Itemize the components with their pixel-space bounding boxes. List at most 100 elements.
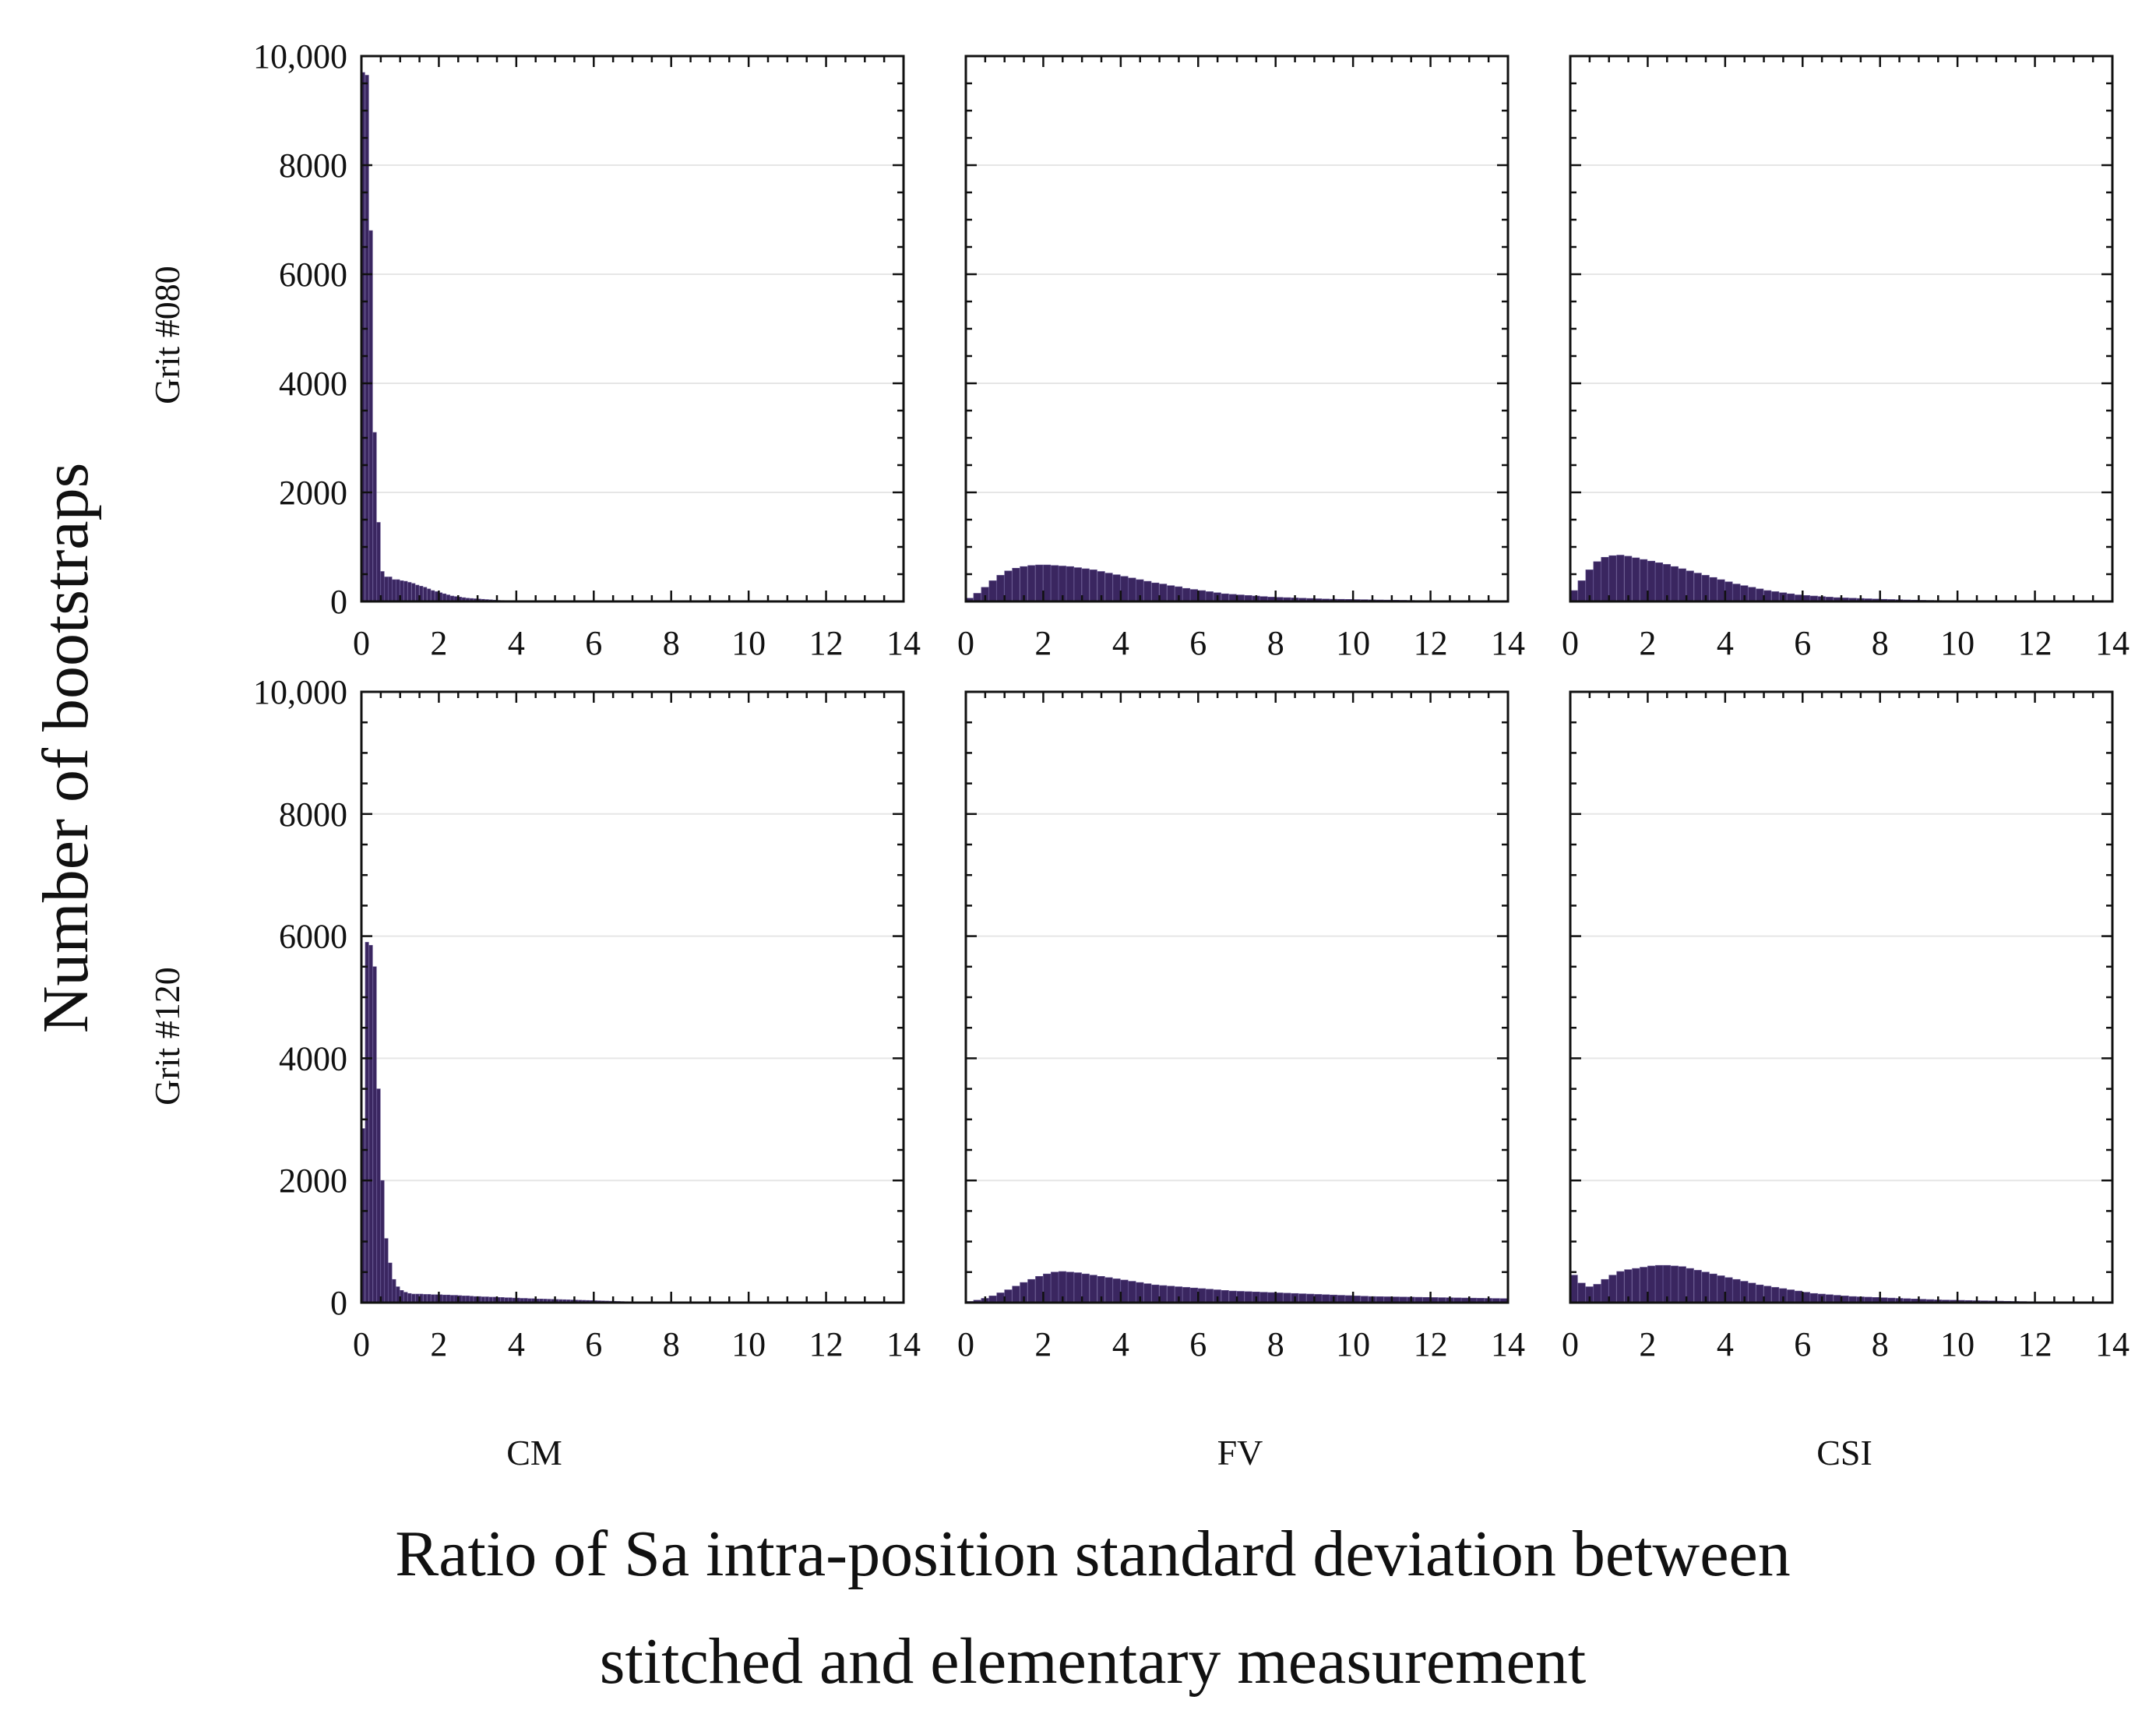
col-label-csi: CSI <box>1816 1433 1872 1472</box>
histogram-bar <box>1066 566 1074 602</box>
x-tick-label: 4 <box>1717 624 1734 662</box>
histogram-bar <box>1298 1293 1307 1303</box>
x-tick-label: 14 <box>886 1325 921 1363</box>
histogram-bar <box>1151 1284 1160 1303</box>
histogram-bar <box>1601 1278 1609 1303</box>
x-tick-label: 4 <box>1717 1325 1734 1363</box>
histogram-bar <box>1035 1275 1044 1303</box>
histogram-bar <box>1244 1291 1252 1303</box>
x-tick-label: 8 <box>663 624 680 662</box>
histogram-bar <box>1678 1266 1686 1303</box>
histogram-bar <box>1577 1282 1586 1303</box>
x-tick-label: 14 <box>886 624 921 662</box>
histogram-bar <box>1825 1294 1834 1303</box>
histogram-bar <box>1647 560 1656 602</box>
histogram-bar <box>1073 1272 1082 1303</box>
histogram-bar <box>1717 579 1725 602</box>
histogram-bar <box>1670 1265 1679 1303</box>
histogram-bar <box>1089 1275 1097 1303</box>
histogram-bar <box>1128 577 1136 602</box>
histogram-bar <box>415 584 420 602</box>
histogram-bar <box>1632 1268 1640 1303</box>
histogram-bar <box>411 583 416 602</box>
plot-frame <box>1569 690 2114 1304</box>
panel-grit-080-cm: 0 2 4 6 8 10 12 14 0 2000 4000 6000 8000 10,000 <box>253 37 921 662</box>
histogram-bar <box>431 590 435 602</box>
x-tick-label: 10 <box>731 624 766 662</box>
histogram-bar <box>1763 1285 1772 1303</box>
panel-grit-120-cm: 0 2 4 6 8 10 12 14 0 2000 4000 6000 8000 10,000 <box>253 673 921 1363</box>
x-tick-label: 12 <box>1414 1325 1448 1363</box>
histogram-bar <box>1027 1278 1036 1303</box>
histogram-bar <box>1004 570 1013 602</box>
histogram-bar <box>1802 1292 1810 1303</box>
histogram-bar <box>1051 565 1059 602</box>
x-tick-label: 2 <box>1639 624 1656 662</box>
x-tick-label: 2 <box>430 624 447 662</box>
row-label-grit-080: Grit #080 <box>147 266 187 404</box>
x-tick-label: 6 <box>1189 624 1207 662</box>
x-tick-label: 2 <box>1034 1325 1052 1363</box>
x-tick-label: 14 <box>1491 1325 1525 1363</box>
histogram-bar <box>1322 1294 1330 1303</box>
histogram-bar <box>1608 555 1617 602</box>
histogram-bar <box>1809 1292 1818 1303</box>
x-tick-label: 12 <box>2018 1325 2052 1363</box>
x-tick-label: 0 <box>1562 624 1579 662</box>
histogram-bar <box>1748 587 1756 602</box>
y-tick-label: 2000 <box>279 474 347 512</box>
histogram-bar <box>1043 564 1052 602</box>
col-label-cm: CM <box>506 1433 562 1472</box>
histogram-bar <box>1693 573 1702 602</box>
histogram-bar <box>1283 1292 1291 1303</box>
histogram-bar <box>1616 1271 1625 1303</box>
histogram-bar <box>1182 587 1191 602</box>
x-tick-label: 12 <box>1414 624 1448 662</box>
histogram-bar <box>435 591 439 602</box>
histogram-bar <box>996 1292 1005 1303</box>
histogram-bar <box>384 577 389 602</box>
histogram-bar <box>1748 1282 1756 1303</box>
histogram-bar <box>1167 1285 1175 1303</box>
panel-grit-120-fv: 0 2 4 6 8 10 12 14 <box>957 690 1525 1363</box>
histogram-bar <box>427 588 432 602</box>
x-tick-label: 6 <box>1189 1325 1207 1363</box>
histogram-bar <box>415 1293 420 1303</box>
histogram-bar <box>1647 1265 1656 1303</box>
histogram-bar <box>368 230 373 602</box>
histogram-bar <box>388 1262 393 1303</box>
histogram-bar <box>1670 566 1679 602</box>
histogram-bar <box>1205 591 1214 602</box>
histogram-bar <box>1763 590 1772 602</box>
histogram-bar <box>1686 1268 1694 1303</box>
x-tick-label: 14 <box>1491 624 1525 662</box>
histogram-bar <box>407 582 412 602</box>
y-tick-label: 8000 <box>279 146 347 185</box>
histogram-bar <box>365 75 369 602</box>
histogram-bar <box>431 1294 435 1303</box>
plot-frame <box>964 690 1510 1304</box>
x-tick-label: 2 <box>1639 1325 1656 1363</box>
histogram-bar <box>1167 585 1175 602</box>
y-tick-label: 2000 <box>279 1162 347 1200</box>
histogram-bar <box>1693 1270 1702 1303</box>
histogram-bar <box>423 1294 428 1303</box>
histogram-bar <box>1678 568 1686 602</box>
x-tick-label: 8 <box>1872 624 1889 662</box>
x-tick-label: 4 <box>508 624 525 662</box>
histogram-bar <box>1306 1293 1315 1303</box>
histogram-bar <box>372 432 377 602</box>
histogram-bar <box>1608 1275 1617 1303</box>
panel-grit-080-fv: 0 2 4 6 8 10 12 14 <box>957 55 1525 662</box>
histogram-bar <box>1787 1289 1795 1303</box>
histogram-bar <box>1151 582 1160 602</box>
y-tick-label: 10,000 <box>253 673 347 711</box>
histogram-bar <box>1051 1271 1059 1303</box>
histogram-bar <box>1601 556 1609 602</box>
histogram-bar <box>392 1278 396 1303</box>
histogram-bar <box>1724 581 1733 602</box>
histogram-bar <box>1120 1279 1129 1303</box>
x-tick-label: 6 <box>1794 1325 1811 1363</box>
plot-frame <box>1569 55 2114 603</box>
histogram-bar <box>1089 570 1097 602</box>
